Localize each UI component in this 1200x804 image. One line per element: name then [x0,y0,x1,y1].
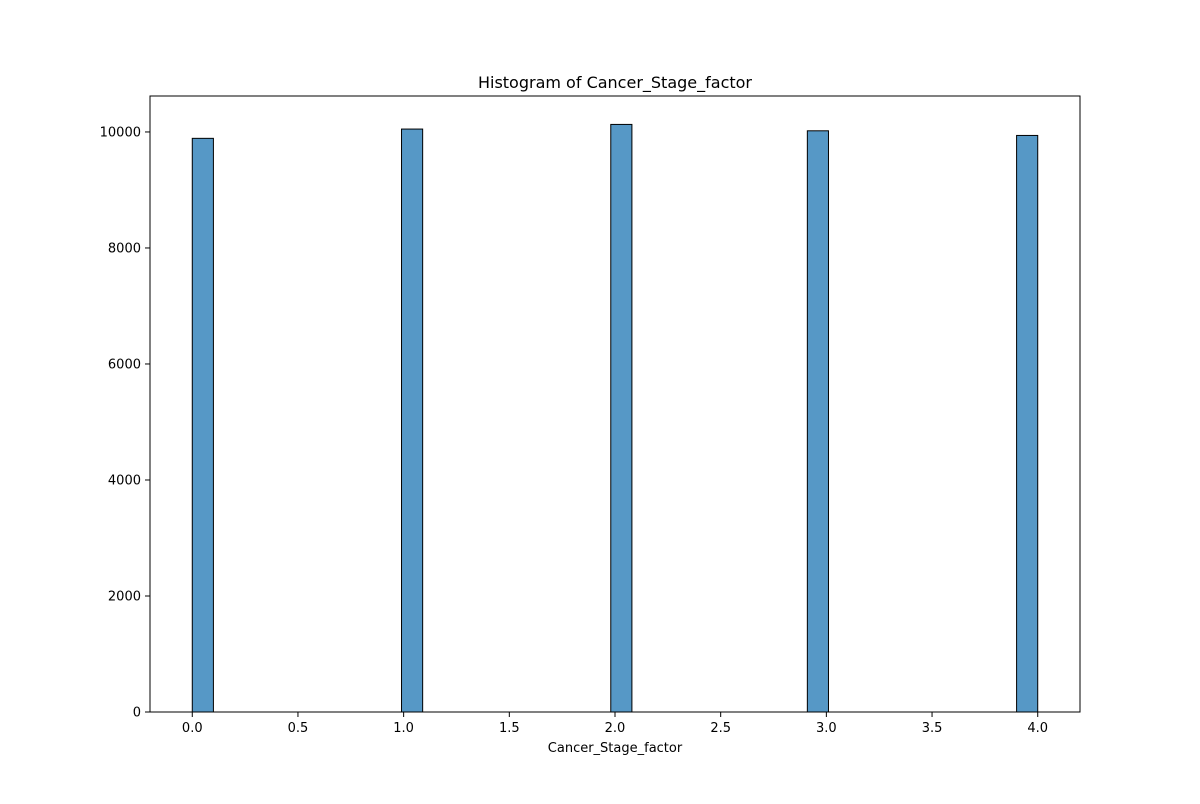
x-axis-label: Cancer_Stage_factor [548,741,683,756]
x-tick-label: 2.5 [710,721,731,736]
histogram-bar [401,128,424,713]
x-tick-label: 4.0 [1027,721,1048,736]
x-tick-label: 0.0 [182,721,203,736]
y-tick-label: 2000 [108,589,141,604]
x-tick-label: 1.0 [393,721,414,736]
x-tick-label: 1.5 [499,721,520,736]
y-tick-label: 4000 [108,473,141,488]
y-tick-label: 0 [133,706,141,721]
bars-group [191,123,1039,713]
x-tick-label: 3.0 [816,721,837,736]
y-tick-label: 6000 [108,357,141,372]
x-axis: 0.0 0.5 1.0 1.5 2.0 2.5 3.0 3.5 4.0 [182,712,1048,736]
x-tick-label: 0.5 [288,721,309,736]
y-axis: 0 2000 4000 6000 8000 10000 [100,125,150,721]
y-tick-label: 10000 [100,125,141,140]
histogram-bar [191,137,214,713]
chart-title: Histogram of Cancer_Stage_factor [478,73,752,93]
y-tick-label: 8000 [108,241,141,256]
histogram-bar [1016,134,1039,713]
x-tick-label: 2.0 [605,721,626,736]
histogram-bar [806,130,829,713]
plot-area-frame [149,95,1081,713]
histogram-bar [610,123,633,713]
x-tick-label: 3.5 [922,721,943,736]
